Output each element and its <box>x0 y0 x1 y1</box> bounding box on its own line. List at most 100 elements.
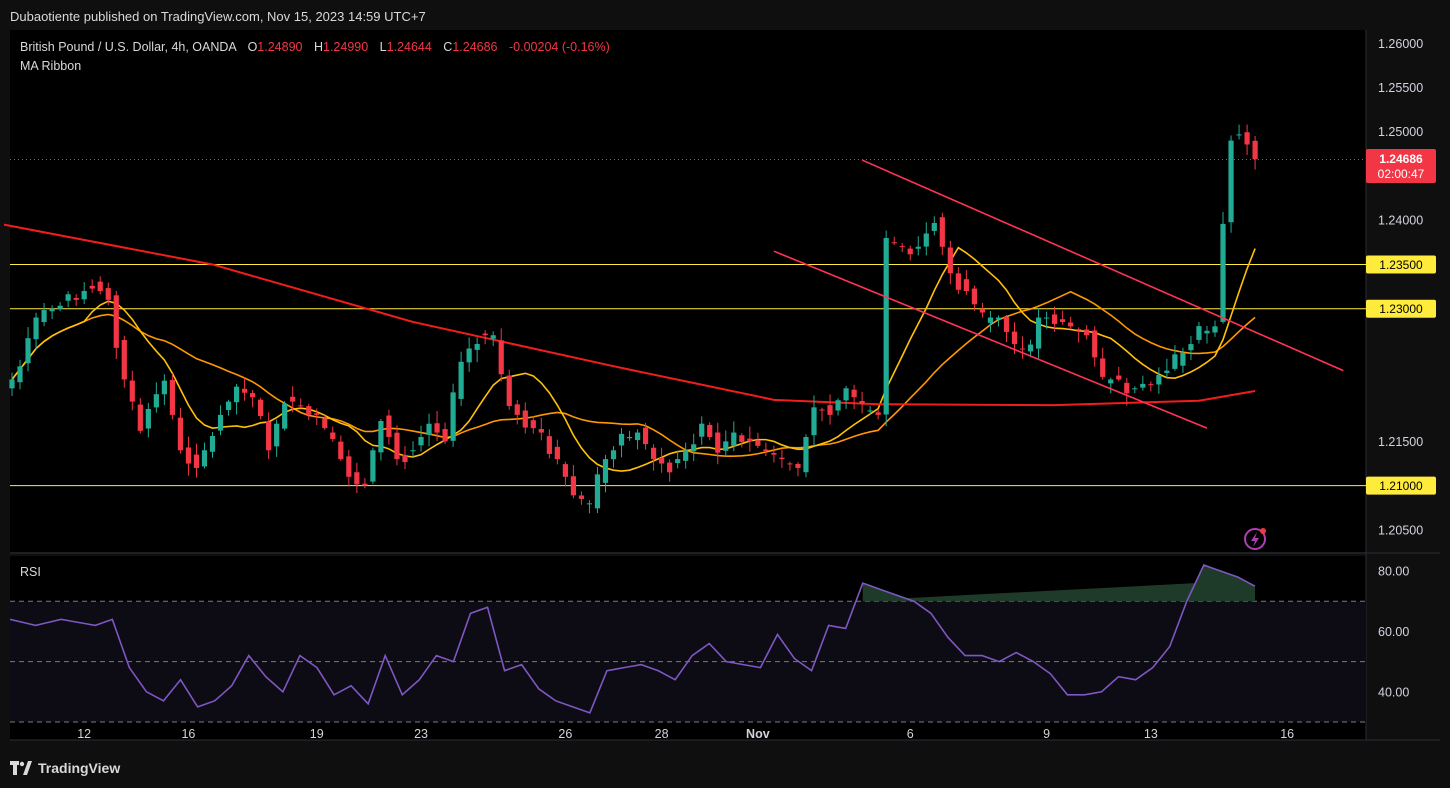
candle <box>819 407 825 422</box>
candle <box>137 397 143 434</box>
level-tag <box>1366 255 1436 274</box>
rsi-tick-label: 60.00 <box>1378 625 1409 639</box>
level-tag-label: 1.21000 <box>1379 479 1423 493</box>
candle <box>1108 377 1114 394</box>
y-tick-label: 1.25500 <box>1378 81 1423 95</box>
candle <box>634 429 641 450</box>
candle <box>1236 124 1242 140</box>
candle <box>386 409 392 445</box>
candle <box>258 397 264 420</box>
x-tick-label: 19 <box>310 727 324 741</box>
candle <box>827 394 833 425</box>
trendline[interactable] <box>773 250 1208 429</box>
candle <box>1252 135 1258 170</box>
candle <box>803 434 809 478</box>
candle <box>923 222 929 256</box>
rsi-tick-label: 80.00 <box>1378 565 1409 579</box>
candle <box>65 291 71 308</box>
candle <box>1204 325 1210 344</box>
candle <box>1084 325 1090 340</box>
candle <box>314 408 320 426</box>
candle <box>145 402 151 438</box>
candle <box>1052 306 1058 333</box>
candle <box>867 406 873 415</box>
x-tick-label: 16 <box>1280 727 1294 741</box>
candle <box>330 426 336 442</box>
candle <box>17 359 23 390</box>
legend-symbol: British Pound / U.S. Dollar, 4h, OANDA <box>20 40 237 54</box>
price-tag: 1.24686 02:00:47 <box>1366 149 1436 183</box>
level-tag-label: 1.23500 <box>1379 258 1423 272</box>
candle <box>266 412 272 460</box>
candle <box>875 409 881 420</box>
candle <box>915 236 921 256</box>
legend-high: 1.24990 <box>323 40 368 54</box>
candle <box>418 425 424 452</box>
candle <box>57 302 63 312</box>
candle <box>691 433 697 462</box>
candle <box>642 422 649 450</box>
candle <box>907 245 913 261</box>
tradingview-logo-icon <box>10 761 32 775</box>
candle <box>1060 310 1066 325</box>
candle <box>899 242 905 253</box>
candle <box>546 429 552 459</box>
candle <box>193 443 200 478</box>
candle <box>241 377 248 401</box>
y-tick-label: 1.20500 <box>1378 523 1423 537</box>
rsi-overbought-fill <box>862 565 1255 602</box>
legend-change: -0.00204 (-0.16%) <box>509 40 610 54</box>
candle <box>947 240 953 285</box>
lightning-icon[interactable] <box>1244 528 1266 550</box>
trendline[interactable] <box>861 159 1344 372</box>
candle <box>1116 366 1122 382</box>
candle <box>282 400 288 431</box>
candle <box>153 382 159 413</box>
candle <box>49 305 55 320</box>
candle <box>891 236 897 245</box>
ma-ribbon-slow-line <box>3 223 1256 407</box>
candle <box>1228 135 1234 233</box>
candle <box>851 384 857 410</box>
candle <box>105 282 111 306</box>
candle <box>378 418 384 461</box>
x-tick-label: 26 <box>558 727 572 741</box>
x-tick-label: 13 <box>1144 727 1158 741</box>
candle <box>795 462 801 477</box>
candle <box>354 462 360 493</box>
indicator-label: MA Ribbon <box>20 59 81 73</box>
candle <box>169 373 175 420</box>
candle <box>931 216 937 236</box>
candle <box>1148 381 1154 392</box>
candle <box>987 310 994 333</box>
candle <box>298 398 304 409</box>
legend-line: British Pound / U.S. Dollar, 4h, OANDA O… <box>20 40 610 54</box>
candle <box>787 461 793 471</box>
candle <box>522 402 528 434</box>
candle <box>779 449 785 468</box>
candle <box>1212 320 1218 337</box>
candle <box>217 405 224 436</box>
candle <box>1100 347 1106 380</box>
x-tick-label: 12 <box>77 727 91 741</box>
candle <box>338 435 344 461</box>
legend-high-label: H <box>314 40 323 54</box>
candle <box>225 399 232 416</box>
candle <box>939 212 945 256</box>
x-tick-label: Nov <box>746 727 770 741</box>
candle <box>755 432 761 449</box>
candle <box>1188 336 1194 361</box>
rsi-tick-label: 40.00 <box>1378 685 1409 699</box>
candle <box>835 398 841 416</box>
candle <box>626 430 633 441</box>
candle <box>233 383 240 415</box>
candle <box>675 450 681 469</box>
candle <box>1244 124 1250 155</box>
candle <box>610 446 617 468</box>
candle <box>394 425 400 466</box>
candle <box>506 369 512 410</box>
candle <box>434 410 440 442</box>
legend-close-label: C <box>443 40 452 54</box>
candle <box>1068 316 1074 330</box>
